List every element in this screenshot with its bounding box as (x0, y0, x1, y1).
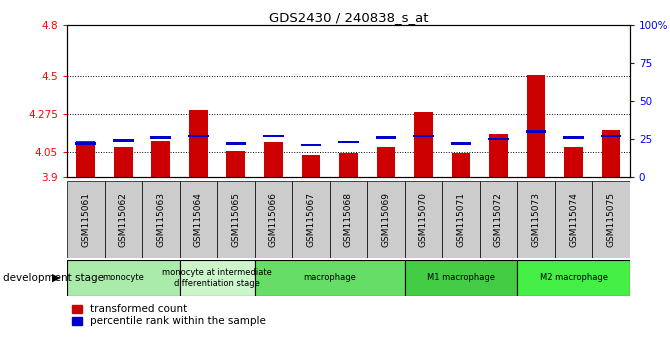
Text: GSM115070: GSM115070 (419, 192, 428, 247)
Text: ▶: ▶ (52, 273, 61, 283)
Bar (339, 153, 358, 177)
Bar (151, 142, 170, 177)
Bar (180, 260, 255, 296)
Text: GSM115066: GSM115066 (269, 192, 278, 247)
Bar (489, 134, 508, 177)
Bar (255, 181, 292, 258)
Bar (405, 260, 517, 296)
Bar (526, 130, 546, 133)
Bar (414, 112, 433, 177)
Bar (330, 181, 367, 258)
Bar (67, 181, 105, 258)
Text: M2 macrophage: M2 macrophage (539, 273, 608, 282)
Title: GDS2430 / 240838_s_at: GDS2430 / 240838_s_at (269, 11, 428, 24)
Bar (488, 138, 509, 140)
Text: GSM115063: GSM115063 (156, 192, 165, 247)
Bar (217, 181, 255, 258)
Bar (563, 136, 584, 139)
Text: GSM115069: GSM115069 (381, 192, 391, 247)
Bar (226, 151, 245, 177)
Bar (405, 181, 442, 258)
Bar (226, 142, 246, 145)
Bar (263, 135, 283, 137)
Bar (188, 135, 208, 137)
Bar (367, 181, 405, 258)
Bar (67, 260, 180, 296)
Bar (189, 110, 208, 177)
Bar (377, 147, 395, 177)
Bar (527, 75, 545, 177)
Text: GSM115065: GSM115065 (231, 192, 241, 247)
Bar (338, 141, 358, 143)
Bar (113, 139, 133, 142)
Bar (451, 142, 471, 145)
Bar (452, 153, 470, 177)
Bar (142, 181, 180, 258)
Bar (376, 136, 396, 139)
Text: GSM115071: GSM115071 (456, 192, 466, 247)
Text: macrophage: macrophage (304, 273, 356, 282)
Bar (592, 181, 630, 258)
Bar (264, 142, 283, 177)
Bar (480, 181, 517, 258)
Text: GSM115074: GSM115074 (569, 192, 578, 247)
Bar (76, 141, 95, 177)
Bar (76, 142, 96, 145)
Text: monocyte: monocyte (103, 273, 144, 282)
Bar (302, 155, 320, 177)
Bar (442, 181, 480, 258)
Text: GSM115072: GSM115072 (494, 192, 503, 247)
Bar (301, 144, 321, 147)
Text: M1 macrophage: M1 macrophage (427, 273, 495, 282)
Bar (602, 131, 620, 177)
Bar (564, 147, 583, 177)
Text: GSM115075: GSM115075 (606, 192, 616, 247)
Text: monocyte at intermediate
differentiation stage: monocyte at intermediate differentiation… (162, 268, 272, 287)
Text: GSM115061: GSM115061 (81, 192, 90, 247)
Bar (114, 147, 133, 177)
Bar (413, 135, 433, 137)
Bar (555, 181, 592, 258)
Bar (292, 181, 330, 258)
Text: development stage: development stage (3, 273, 105, 283)
Text: GSM115064: GSM115064 (194, 192, 203, 247)
Bar (255, 260, 405, 296)
Text: GSM115073: GSM115073 (531, 192, 541, 247)
Text: GSM115068: GSM115068 (344, 192, 353, 247)
Text: GSM115062: GSM115062 (119, 192, 128, 247)
Bar (517, 181, 555, 258)
Text: GSM115067: GSM115067 (306, 192, 316, 247)
Bar (517, 260, 630, 296)
Legend: transformed count, percentile rank within the sample: transformed count, percentile rank withi… (72, 304, 266, 326)
Bar (180, 181, 217, 258)
Bar (151, 136, 171, 139)
Bar (105, 181, 142, 258)
Bar (601, 135, 621, 137)
